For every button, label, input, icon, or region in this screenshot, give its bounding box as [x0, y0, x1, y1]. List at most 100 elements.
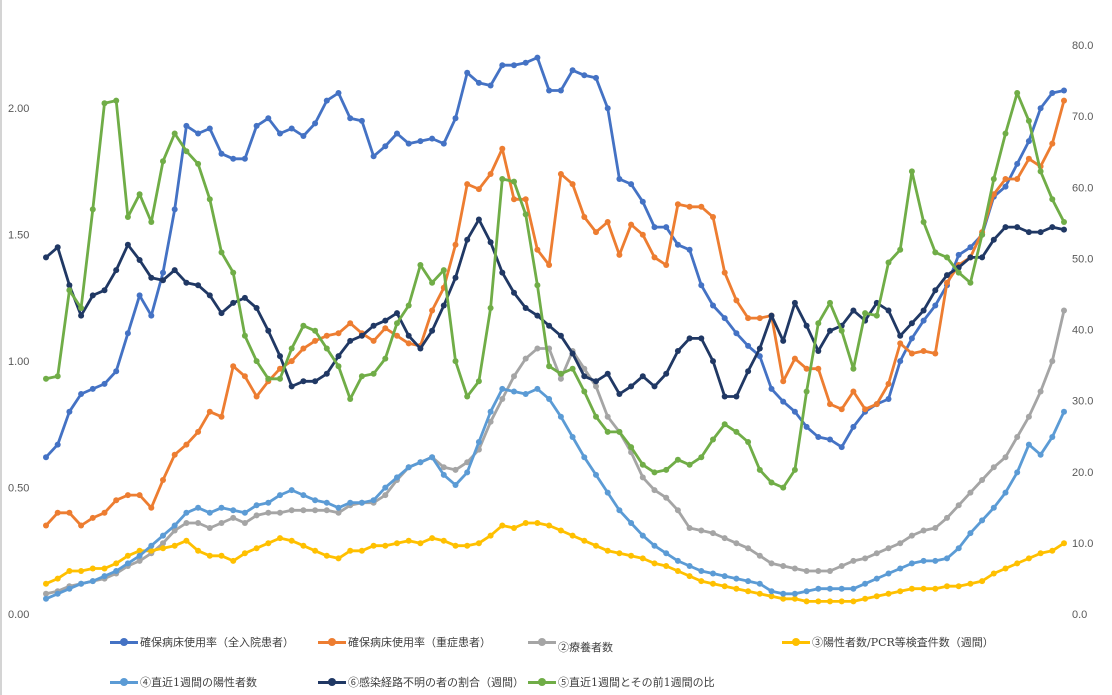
data-point	[429, 535, 436, 542]
data-point	[1037, 105, 1044, 112]
data-point	[651, 542, 658, 549]
data-point	[171, 527, 178, 534]
legend-item-bed-usage-all[interactable]: 確保病床使用率（全入院患者）	[110, 634, 294, 650]
data-point	[66, 287, 73, 294]
data-point	[873, 575, 880, 582]
data-point	[686, 525, 693, 531]
data-point	[1025, 229, 1032, 236]
data-point	[230, 557, 237, 564]
data-point	[745, 578, 752, 585]
data-point	[1049, 358, 1056, 365]
series-1	[43, 97, 1067, 529]
data-point	[511, 388, 517, 395]
data-point	[1037, 451, 1044, 458]
data-point	[288, 507, 295, 514]
data-point	[312, 378, 319, 385]
data-point	[78, 580, 85, 587]
data-point	[593, 413, 599, 420]
legend-item-recuperating[interactable]: ②療養者数	[528, 634, 613, 654]
data-point	[124, 241, 131, 248]
data-point	[581, 537, 588, 544]
data-point	[417, 459, 424, 466]
data-point	[639, 373, 646, 380]
data-point	[464, 181, 471, 188]
data-point	[429, 327, 436, 334]
series-4	[43, 385, 1067, 602]
data-point	[1002, 224, 1009, 231]
data-point	[78, 568, 85, 574]
data-point	[698, 454, 705, 461]
data-point	[124, 560, 131, 567]
data-point	[89, 514, 96, 521]
left-axis-tick-label: 2.00	[8, 103, 29, 115]
data-point	[721, 583, 728, 590]
data-point	[195, 130, 202, 137]
legend-item-week-ratio[interactable]: ⑤直近1週間とその前1週間の比	[528, 674, 715, 690]
data-point	[838, 406, 845, 413]
data-point	[850, 598, 857, 605]
data-point	[89, 385, 96, 392]
series-line	[44, 100, 1066, 527]
data-point	[733, 330, 740, 337]
data-point	[873, 550, 880, 557]
data-point	[312, 497, 319, 504]
data-point	[967, 580, 974, 587]
data-point	[663, 466, 670, 473]
legend-item-weekly-positives[interactable]: ④直近1週間の陽性者数	[110, 674, 257, 690]
data-point	[148, 274, 155, 281]
data-point	[944, 254, 950, 261]
data-point	[218, 310, 225, 317]
data-point	[487, 239, 494, 246]
data-point	[312, 327, 319, 334]
data-point	[674, 241, 681, 248]
legend-label: 確保病床使用率（全入院患者）	[140, 636, 294, 649]
data-point	[43, 590, 49, 597]
data-point	[593, 542, 599, 549]
data-point	[382, 317, 389, 324]
data-point	[990, 504, 997, 511]
data-point	[89, 565, 96, 572]
legend-item-unknown-route[interactable]: ⑥感染経路不明の者の割合（週間）	[318, 674, 524, 690]
data-point	[581, 365, 588, 372]
data-point	[1061, 97, 1067, 104]
data-point	[955, 545, 962, 552]
data-point	[885, 259, 892, 266]
data-point	[522, 211, 529, 218]
data-point	[522, 391, 529, 397]
legend-item-positivity-rate[interactable]: ③陽性者数/PCR等検査件数（週間）	[782, 634, 994, 650]
data-point	[908, 585, 915, 592]
left-axis-tick-label: 1.50	[8, 230, 29, 242]
data-point	[616, 550, 623, 557]
legend-item-bed-usage-severe[interactable]: 確保病床使用率（重症患者）	[318, 634, 491, 650]
data-point	[628, 552, 635, 559]
data-point	[394, 320, 400, 327]
data-point	[124, 214, 131, 220]
data-point	[815, 365, 822, 372]
data-point	[417, 540, 424, 547]
data-point	[511, 62, 517, 69]
data-point	[768, 312, 775, 319]
data-point	[1061, 87, 1067, 94]
data-point	[1049, 140, 1056, 147]
data-point	[745, 545, 752, 552]
data-point	[710, 570, 716, 577]
data-point	[674, 456, 681, 463]
data-point	[487, 408, 494, 415]
data-point	[160, 545, 166, 552]
data-point	[522, 59, 529, 66]
data-point	[768, 560, 775, 567]
data-point	[300, 378, 307, 385]
data-point	[791, 408, 798, 415]
data-point	[838, 598, 845, 605]
data-point	[827, 401, 833, 408]
data-point	[113, 568, 120, 574]
data-point	[604, 547, 611, 554]
data-point	[710, 358, 716, 365]
data-point	[265, 509, 272, 516]
data-point	[277, 375, 283, 382]
data-point	[756, 580, 763, 587]
data-point	[323, 552, 330, 559]
data-point	[195, 547, 202, 554]
data-point	[827, 585, 833, 592]
data-point	[803, 365, 810, 372]
